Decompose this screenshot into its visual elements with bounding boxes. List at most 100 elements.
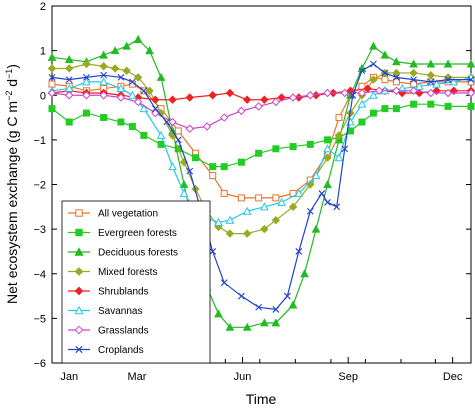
legend-entry: Croplands: [68, 345, 144, 356]
y-tick-label: 2: [40, 1, 46, 13]
x-tick-label: Jun: [234, 371, 252, 383]
data-point: [110, 46, 120, 55]
data-point: [65, 118, 73, 126]
y-tick-label: −1: [33, 135, 46, 147]
data-point: [277, 197, 286, 206]
data-point: [392, 105, 400, 113]
data-point: [99, 50, 108, 59]
y-tick-label: −5: [33, 313, 46, 325]
data-point: [128, 78, 136, 86]
data-point: [47, 88, 57, 98]
data-point: [139, 104, 149, 113]
data-point: [219, 113, 229, 122]
data-point: [156, 130, 166, 139]
legend-label: Mixed forests: [98, 267, 157, 278]
data-point: [272, 194, 280, 202]
data-point: [65, 64, 74, 73]
data-point: [225, 322, 235, 331]
data-point: [237, 158, 245, 166]
data-point: [449, 77, 459, 86]
data-point: [260, 202, 269, 211]
data-point: [116, 93, 126, 102]
legend: All vegetation Evergreen forests Deciduous…: [61, 200, 211, 364]
data-point: [65, 76, 73, 84]
legend-swatch-marker: [74, 305, 84, 315]
series-line: [51, 103, 471, 168]
data-point: [174, 136, 182, 144]
data-point: [255, 303, 263, 311]
data-point: [133, 34, 143, 43]
data-point: [271, 215, 281, 225]
legend-label: Croplands: [98, 345, 144, 356]
data-point: [220, 163, 228, 171]
data-point: [140, 131, 148, 139]
legend-label: Shrublands: [98, 287, 149, 298]
data-point: [409, 59, 418, 68]
legend-label: Evergreen forests: [98, 228, 177, 239]
data-point: [174, 127, 182, 135]
legend-swatch-marker: [74, 325, 84, 335]
data-point: [415, 81, 424, 90]
data-point: [145, 86, 154, 95]
data-point: [432, 79, 441, 88]
data-point: [168, 117, 177, 127]
data-point: [82, 77, 91, 86]
data-point: [128, 122, 136, 130]
data-point: [255, 194, 263, 202]
data-point: [443, 88, 453, 98]
x-tick-label: Sep: [338, 371, 358, 383]
data-point: [306, 91, 315, 100]
legend-entry: Grasslands: [68, 326, 149, 337]
y-tick-label: 0: [40, 90, 46, 102]
data-point: [334, 131, 344, 140]
data-point: [272, 145, 280, 153]
data-point: [242, 322, 252, 331]
data-point: [358, 67, 366, 75]
legend-swatch-marker: [75, 209, 83, 217]
data-point: [392, 57, 401, 66]
data-point: [271, 97, 281, 107]
legend-swatch-marker: [74, 286, 84, 296]
data-point: [444, 76, 452, 84]
data-point: [48, 74, 56, 81]
data-point: [357, 88, 367, 98]
data-point: [168, 162, 177, 171]
y-axis-title-sup2: −1: [4, 69, 14, 79]
data-point: [369, 41, 378, 50]
data-point: [288, 300, 298, 309]
data-point: [410, 100, 418, 108]
legend-swatch-marker: [74, 247, 84, 256]
data-point: [179, 188, 189, 197]
data-point: [151, 105, 159, 113]
legend-swatch-marker: [75, 345, 83, 354]
data-point: [295, 248, 303, 255]
data-point: [392, 74, 400, 81]
data-point: [82, 59, 91, 69]
y-tick-label: −3: [33, 224, 46, 236]
axes: 2 1 0 −1 −2 −3 −4 −5 −6 Jan Mar Jun Sep Dec: [33, 1, 472, 383]
data-point: [426, 88, 436, 98]
data-point: [83, 74, 90, 81]
data-point: [323, 144, 332, 153]
data-point: [214, 217, 223, 226]
data-point: [65, 91, 74, 100]
legend-entry: Evergreen forests: [68, 228, 177, 239]
data-point: [340, 88, 349, 98]
data-point: [260, 95, 269, 104]
data-point: [64, 54, 74, 64]
data-point: [117, 118, 125, 126]
data-point: [311, 171, 321, 180]
data-point: [467, 102, 475, 110]
data-point: [214, 309, 223, 318]
data-point: [128, 90, 137, 99]
data-point: [225, 229, 235, 238]
data-point: [242, 206, 252, 215]
data-point: [334, 153, 344, 162]
data-point: [133, 97, 143, 107]
y-axis-title: Net ecosystem exchange (g C m−2 d−1): [4, 64, 20, 304]
data-point: [48, 80, 56, 88]
data-point: [255, 149, 263, 157]
legend-entry: Shrublands: [68, 287, 149, 298]
data-point: [358, 118, 366, 126]
data-point: [369, 90, 378, 99]
